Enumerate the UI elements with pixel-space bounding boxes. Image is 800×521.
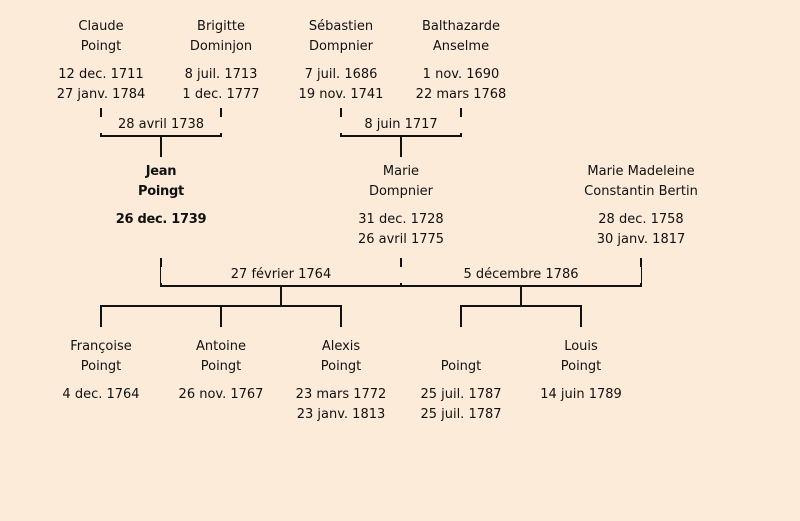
person-last-name: Poingt bbox=[138, 184, 184, 199]
person-last-name: Dompnier bbox=[308, 39, 374, 54]
person-birth-date: 4 dec. 1764 bbox=[62, 387, 140, 402]
person-last-name: Poingt bbox=[200, 359, 242, 374]
person-first-name: Sébastien bbox=[308, 19, 374, 34]
marriage-date: 5 décembre 1786 bbox=[401, 267, 641, 283]
person-birth-date: 1 nov. 1690 bbox=[422, 67, 500, 82]
person-birth-date: 28 dec. 1758 bbox=[598, 212, 684, 227]
person-birth-date: 23 mars 1772 bbox=[295, 387, 387, 402]
person-first-name: Antoine bbox=[195, 339, 247, 354]
person-birth-date: 14 juin 1789 bbox=[540, 387, 622, 402]
person-death-date: 23 janv. 1813 bbox=[296, 407, 386, 422]
person-first-name: Marie Madeleine bbox=[587, 164, 695, 179]
person-first-name: Balthazarde bbox=[422, 19, 500, 34]
person-birth-date: 26 nov. 1767 bbox=[178, 387, 264, 402]
person-last-name: Poingt bbox=[80, 39, 122, 54]
person-first-name: Brigitte bbox=[197, 19, 245, 34]
person-last-name: Poingt bbox=[320, 359, 362, 374]
person-first-name: Marie bbox=[382, 164, 420, 179]
marriage-date: 27 février 1764 bbox=[161, 267, 401, 283]
person-last-name: Anselme bbox=[432, 39, 490, 54]
person-first-name: Alexis bbox=[321, 339, 361, 354]
person-last-name: Poingt bbox=[440, 359, 482, 374]
person-first-name: Louis bbox=[564, 339, 598, 354]
person-birth-date: 7 juil. 1686 bbox=[304, 67, 378, 82]
marriage-date: 8 juin 1717 bbox=[281, 117, 521, 133]
person-first-name: Françoise bbox=[70, 339, 132, 354]
person-birth-date: 8 juil. 1713 bbox=[184, 67, 258, 82]
person-last-name: Dominjon bbox=[189, 39, 253, 54]
person-death-date: 22 mars 1768 bbox=[415, 87, 507, 102]
person-first-name: Claude bbox=[78, 19, 124, 34]
person-last-name: Poingt bbox=[80, 359, 122, 374]
person-death-date: 1 dec. 1777 bbox=[182, 87, 260, 102]
person-last-name: Constantin Bertin bbox=[584, 184, 698, 199]
person-death-date: 30 janv. 1817 bbox=[596, 232, 686, 247]
person-death-date: 26 avril 1775 bbox=[357, 232, 445, 247]
person-death-date: 19 nov. 1741 bbox=[298, 87, 384, 102]
person-last-name: Dompnier bbox=[368, 184, 434, 199]
person-birth-date: 12 dec. 1711 bbox=[58, 67, 144, 82]
person-birth-date: 31 dec. 1728 bbox=[358, 212, 444, 227]
person-first-name: Jean bbox=[145, 164, 177, 179]
person-death-date: 27 janv. 1784 bbox=[56, 87, 146, 102]
person-birth-date: 26 dec. 1739 bbox=[115, 212, 207, 227]
person-death-date: 25 juil. 1787 bbox=[420, 407, 502, 422]
person-last-name: Poingt bbox=[560, 359, 602, 374]
person-birth-date: 25 juil. 1787 bbox=[420, 387, 502, 402]
marriage-date: 28 avril 1738 bbox=[41, 117, 281, 133]
